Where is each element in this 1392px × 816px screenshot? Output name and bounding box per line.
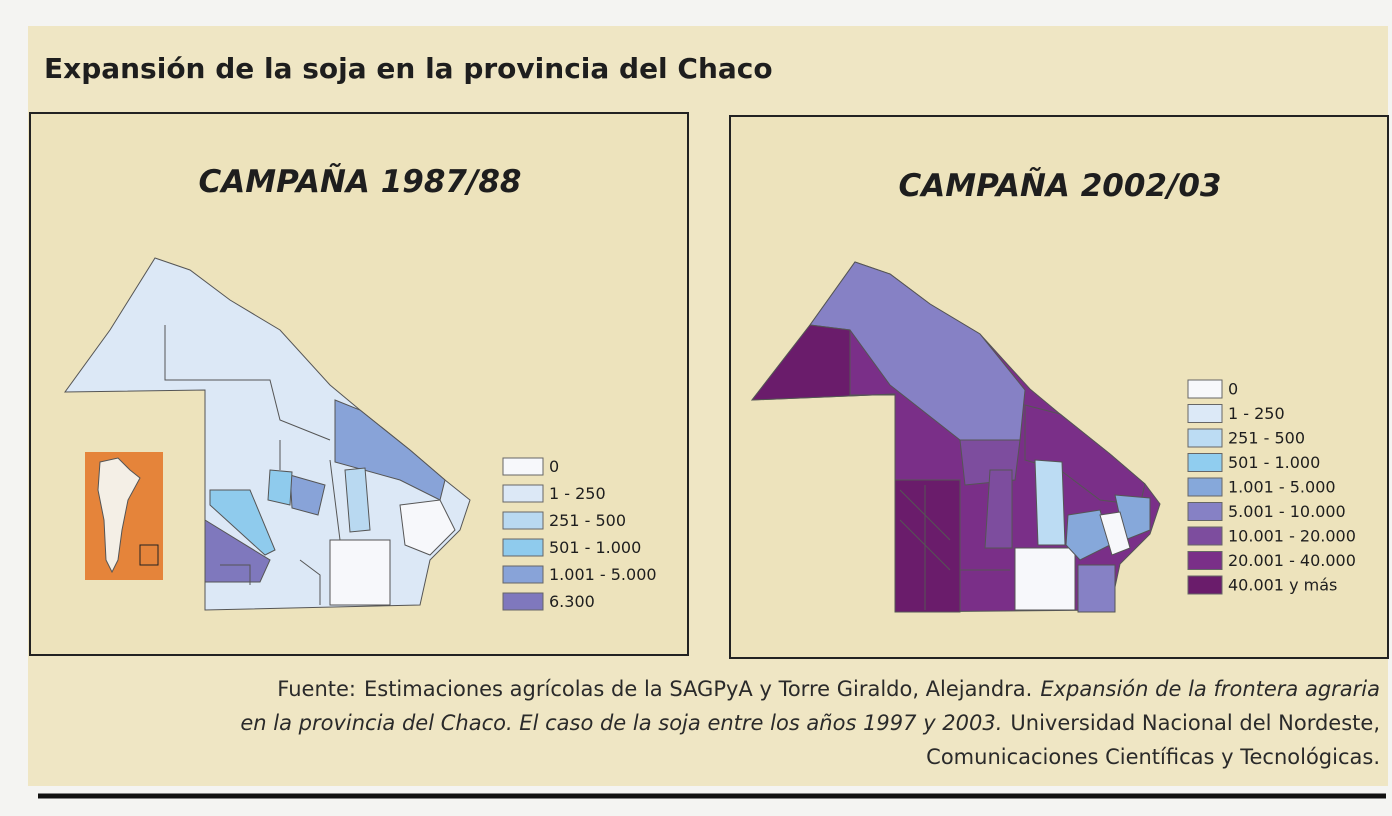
legend-label: 251 - 500 [1228, 429, 1305, 448]
region [1078, 565, 1115, 612]
region [345, 468, 370, 532]
legend-swatch [503, 458, 543, 475]
legend-swatch [1188, 503, 1222, 521]
region [268, 470, 292, 505]
legend-swatch [1188, 552, 1222, 570]
legend-label: 1 - 250 [549, 484, 606, 503]
legend-label: 5.001 - 10.000 [1228, 502, 1346, 521]
legend-label: 20.001 - 40.000 [1228, 551, 1356, 570]
legend-label: 251 - 500 [549, 511, 626, 530]
source-text: Estimaciones agrícolas de la SAGPyA y To… [364, 677, 1032, 701]
legend-label: 1 - 250 [1228, 404, 1285, 423]
legend-swatch [503, 566, 543, 583]
region [1015, 548, 1075, 610]
legend-label: 1.001 - 5.000 [1228, 478, 1336, 497]
legend-swatch [503, 539, 543, 556]
region [985, 470, 1012, 548]
source-line: en la provincia del Chaco. El caso de la… [40, 706, 1380, 740]
legend-label: 40.001 y más [1228, 576, 1337, 595]
legend-swatch [503, 512, 543, 529]
legend-swatch [1188, 576, 1222, 594]
source-text: Expansión de la frontera agraria [1040, 677, 1380, 701]
region [1035, 460, 1065, 545]
source-line: Fuente: Estimaciones agrícolas de la SAGP… [40, 672, 1380, 706]
legend-label: 501 - 1.000 [549, 538, 641, 557]
source-text: Universidad Nacional del Nordeste, [1010, 711, 1380, 735]
source-text: Comunicaciones Científicas y Tecnológica… [926, 745, 1380, 769]
legend-swatch [1188, 429, 1222, 447]
legend-label: 0 [549, 457, 559, 476]
legend-swatch [1188, 454, 1222, 472]
map-title: CAMPAÑA 2002/03 [899, 167, 1222, 204]
legend-swatch [1188, 380, 1222, 398]
map-title: CAMPAÑA 1987/88 [199, 163, 522, 200]
source-text: en la provincia del Chaco. El caso de la… [240, 711, 1002, 735]
page: CAMPAÑA 1987/88 CAMPAÑA 2002/03 0 1 - 250… [0, 0, 1392, 816]
source: Fuente: Estimaciones agrícolas de la SAGP… [40, 672, 1380, 774]
legend-label: 501 - 1.000 [1228, 453, 1320, 472]
legend-swatch [1188, 527, 1222, 545]
title: Expansión de la soja en la provincia del… [44, 52, 773, 85]
legend-swatch [503, 593, 543, 610]
legend-label: 6.300 [549, 592, 595, 611]
legend-label: 0 [1228, 380, 1238, 399]
legend-swatch [1188, 405, 1222, 423]
legend-label: 10.001 - 20.000 [1228, 527, 1356, 546]
source-line: Comunicaciones Científicas y Tecnológica… [40, 740, 1380, 774]
legend-label: 1.001 - 5.000 [549, 565, 657, 584]
source-text: Fuente: [277, 677, 356, 701]
region [330, 540, 390, 605]
legend-swatch [503, 485, 543, 502]
legend-swatch [1188, 478, 1222, 496]
